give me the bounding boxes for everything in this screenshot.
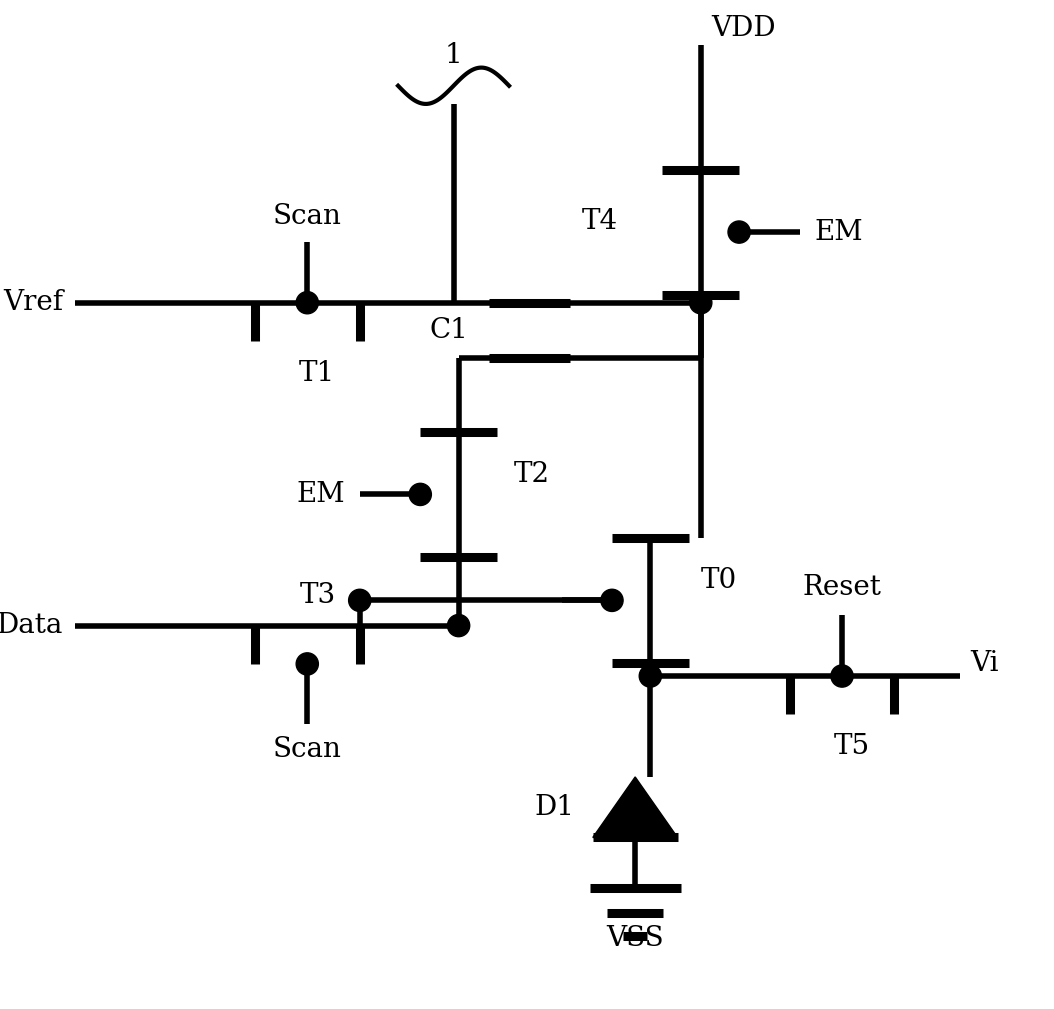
Text: T3: T3 <box>299 582 335 608</box>
Text: Vref: Vref <box>3 290 63 316</box>
Circle shape <box>689 292 711 314</box>
Text: Reset: Reset <box>802 574 881 600</box>
Text: EM: EM <box>815 219 863 245</box>
Text: Scan: Scan <box>273 204 341 230</box>
Text: 1: 1 <box>445 42 463 69</box>
Text: EM: EM <box>296 481 345 508</box>
Text: C1: C1 <box>430 317 469 344</box>
Circle shape <box>728 221 750 243</box>
Text: Data: Data <box>0 612 63 639</box>
Circle shape <box>639 665 662 687</box>
Polygon shape <box>592 777 678 837</box>
Text: T4: T4 <box>582 209 618 235</box>
Text: T0: T0 <box>701 567 737 593</box>
Text: T1: T1 <box>299 360 335 386</box>
Text: VSS: VSS <box>606 925 664 951</box>
Circle shape <box>601 589 623 611</box>
Circle shape <box>296 653 318 675</box>
Text: Vi: Vi <box>970 651 999 677</box>
Text: T5: T5 <box>834 734 871 760</box>
Circle shape <box>448 614 470 637</box>
Text: VDD: VDD <box>710 15 776 41</box>
Circle shape <box>296 292 318 314</box>
Circle shape <box>349 589 371 611</box>
Text: Scan: Scan <box>273 737 341 763</box>
Circle shape <box>831 665 853 687</box>
Text: D1: D1 <box>534 794 574 820</box>
Circle shape <box>409 483 431 506</box>
Text: T2: T2 <box>514 461 550 487</box>
